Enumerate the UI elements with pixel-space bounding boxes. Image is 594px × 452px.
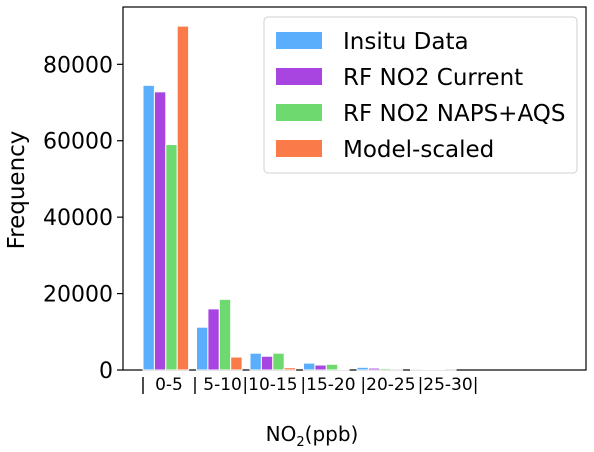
y-axis-label: Frequency [4, 131, 30, 250]
bar-rf-no2-naps-aqs-25-30 [432, 368, 446, 371]
bar-model-scaled-15-20 [337, 368, 350, 371]
legend-label: Insitu Data [343, 29, 469, 55]
legend-swatch [276, 32, 322, 49]
bar-model-scaled-0-5 [176, 25, 190, 371]
x-axis: | 0-5 | 5-10 |10-15 |15-20 |20-25 |25-30| [140, 375, 478, 395]
bar-insitu-data-20-25 [356, 366, 369, 371]
bar-rf-no2-naps-aqs-20-25 [379, 367, 392, 371]
y-tick-label: 40000 [43, 206, 113, 231]
y-tick-label: 80000 [43, 53, 113, 78]
bar-rf-no2-current-0-5 [153, 91, 167, 371]
x-category-label: |20-25 [360, 375, 415, 395]
bar-rf-no2-naps-aqs-15-20 [325, 363, 339, 371]
legend-label: Model-scaled [343, 137, 494, 163]
legend-label: RF NO2 Current [343, 65, 523, 91]
x-category-label: | [140, 375, 146, 395]
legend-swatch [276, 68, 322, 85]
bar-model-scaled-10-15 [283, 367, 297, 371]
bar-rf-no2-current-20-25 [367, 367, 381, 371]
bar-rf-no2-current-5-10 [207, 308, 220, 371]
x-category-label: | 5-10 [192, 375, 242, 395]
bar-rf-no2-current-25-30 [421, 368, 434, 371]
x-category-label: 0-5 [155, 375, 183, 395]
y-axis: 0 20000 40000 60000 80000 [43, 53, 123, 384]
y-tick-label: 20000 [43, 283, 113, 308]
bar-rf-no2-naps-aqs-0-5 [165, 144, 178, 371]
bar-insitu-data-25-30 [410, 368, 423, 371]
bar-rf-no2-naps-aqs-10-15 [272, 352, 285, 371]
bar-rf-no2-current-10-15 [260, 355, 274, 371]
x-category-label: |15-20 [300, 375, 355, 395]
bar-rf-no2-naps-aqs-5-10 [218, 298, 232, 371]
legend-label: RF NO2 NAPS+AQS [343, 101, 566, 127]
x-axis-label: NO2(ppb) [266, 422, 359, 450]
y-tick-label: 0 [99, 359, 113, 384]
x-category-label: |10-15 [242, 375, 297, 395]
bars-group [142, 25, 457, 371]
y-tick-label: 60000 [43, 130, 113, 155]
legend-swatch [276, 104, 322, 121]
x-category-label: |25-30| [418, 375, 479, 395]
legend: Insitu Data RF NO2 Current RF NO2 NAPS+AQS… [263, 16, 578, 174]
bar-insitu-data-0-5 [142, 84, 155, 371]
bar-rf-no2-current-15-20 [314, 364, 327, 371]
legend-swatch [276, 140, 322, 157]
bar-model-scaled-5-10 [230, 356, 243, 371]
bar-insitu-data-10-15 [249, 352, 262, 371]
bar-insitu-data-5-10 [196, 326, 209, 371]
legend-box [263, 16, 578, 174]
bar-insitu-data-15-20 [303, 362, 316, 371]
